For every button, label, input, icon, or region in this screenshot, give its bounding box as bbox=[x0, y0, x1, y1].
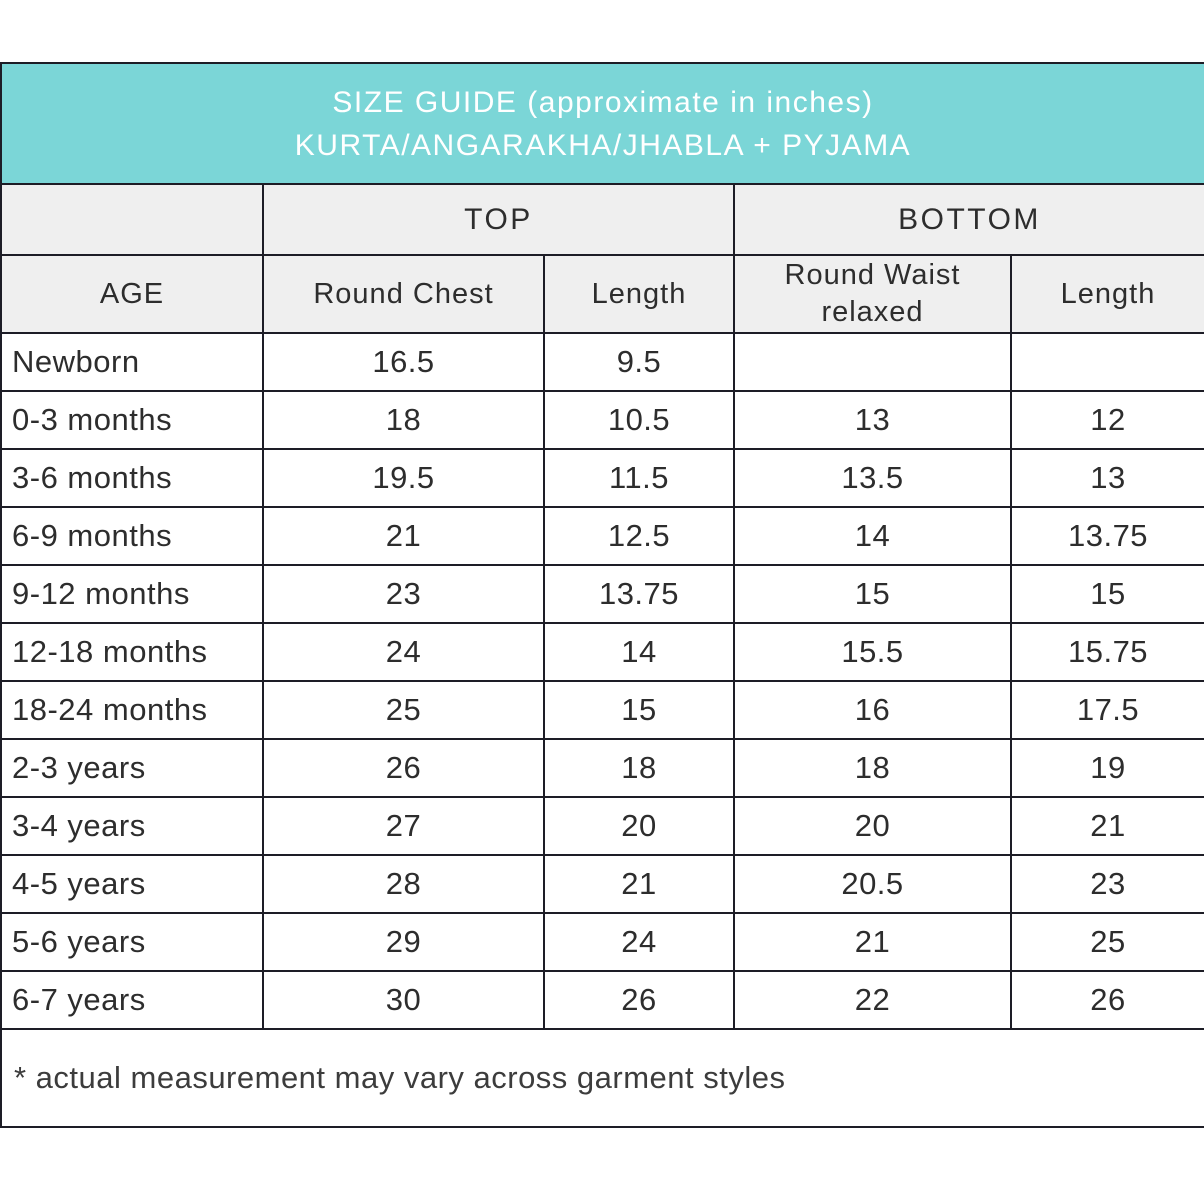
cell-age: 3-4 years bbox=[0, 796, 264, 856]
cell-age: 6-7 years bbox=[0, 970, 264, 1030]
cell-age: Newborn bbox=[0, 332, 264, 392]
cell-waist: 15 bbox=[733, 564, 1012, 624]
cell-top-length: 21 bbox=[543, 854, 735, 914]
cell-top-length: 12.5 bbox=[543, 506, 735, 566]
cell-age: 2-3 years bbox=[0, 738, 264, 798]
cell-age: 5-6 years bbox=[0, 912, 264, 972]
cell-bottom-length: 19 bbox=[1009, 738, 1204, 798]
cell-chest: 21 bbox=[262, 506, 545, 566]
table-row: 2-3 years 26 18 18 19 bbox=[0, 738, 1204, 798]
cell-bottom-length: 12 bbox=[1009, 390, 1204, 450]
cell-age: 3-6 months bbox=[0, 448, 264, 508]
cell-top-length: 13.75 bbox=[543, 564, 735, 624]
cell-waist: 18 bbox=[733, 738, 1012, 798]
column-header-round-chest: Round Chest bbox=[262, 254, 545, 334]
table-row: 5-6 years 29 24 21 25 bbox=[0, 912, 1204, 972]
cell-chest: 30 bbox=[262, 970, 545, 1030]
group-header-top: TOP bbox=[262, 183, 735, 256]
cell-chest: 25 bbox=[262, 680, 545, 740]
cell-top-length: 9.5 bbox=[543, 332, 735, 392]
cell-waist: 13.5 bbox=[733, 448, 1012, 508]
size-guide-title-banner: SIZE GUIDE (approximate in inches) KURTA… bbox=[0, 62, 1204, 185]
column-header-row: AGE Round Chest Length Round Waist relax… bbox=[0, 254, 1204, 334]
cell-bottom-length: 17.5 bbox=[1009, 680, 1204, 740]
cell-bottom-length: 25 bbox=[1009, 912, 1204, 972]
column-header-age: AGE bbox=[0, 254, 264, 334]
cell-top-length: 20 bbox=[543, 796, 735, 856]
cell-bottom-length bbox=[1009, 332, 1204, 392]
title-row: SIZE GUIDE (approximate in inches) KURTA… bbox=[0, 62, 1204, 185]
cell-waist: 13 bbox=[733, 390, 1012, 450]
cell-age: 12-18 months bbox=[0, 622, 264, 682]
table-row: 18-24 months 25 15 16 17.5 bbox=[0, 680, 1204, 740]
cell-age: 9-12 months bbox=[0, 564, 264, 624]
title-line-2: KURTA/ANGARAKHA/JHABLA + PYJAMA bbox=[294, 128, 912, 162]
table-row: 3-6 months 19.5 11.5 13.5 13 bbox=[0, 448, 1204, 508]
cell-top-length: 18 bbox=[543, 738, 735, 798]
table-row: 6-7 years 30 26 22 26 bbox=[0, 970, 1204, 1030]
table-body: Newborn 16.5 9.5 0-3 months 18 10.5 13 12 3-6 mo… bbox=[0, 332, 1204, 1030]
cell-top-length: 15 bbox=[543, 680, 735, 740]
cell-bottom-length: 15 bbox=[1009, 564, 1204, 624]
cell-waist: 15.5 bbox=[733, 622, 1012, 682]
cell-chest: 24 bbox=[262, 622, 545, 682]
title-line-1: SIZE GUIDE (approximate in inches) bbox=[332, 85, 874, 119]
cell-age: 6-9 months bbox=[0, 506, 264, 566]
cell-bottom-length: 23 bbox=[1009, 854, 1204, 914]
cell-age: 18-24 months bbox=[0, 680, 264, 740]
table-row: 12-18 months 24 14 15.5 15.75 bbox=[0, 622, 1204, 682]
cell-waist: 22 bbox=[733, 970, 1012, 1030]
cell-age: 4-5 years bbox=[0, 854, 264, 914]
cell-top-length: 24 bbox=[543, 912, 735, 972]
cell-chest: 19.5 bbox=[262, 448, 545, 508]
cell-chest: 18 bbox=[262, 390, 545, 450]
cell-waist bbox=[733, 332, 1012, 392]
cell-bottom-length: 21 bbox=[1009, 796, 1204, 856]
table-row: 9-12 months 23 13.75 15 15 bbox=[0, 564, 1204, 624]
cell-chest: 26 bbox=[262, 738, 545, 798]
table-row: 4-5 years 28 21 20.5 23 bbox=[0, 854, 1204, 914]
group-header-row: TOP BOTTOM bbox=[0, 183, 1204, 256]
table-row: 3-4 years 27 20 20 21 bbox=[0, 796, 1204, 856]
cell-top-length: 11.5 bbox=[543, 448, 735, 508]
cell-chest: 29 bbox=[262, 912, 545, 972]
footnote-text: * actual measurement may vary across gar… bbox=[0, 1028, 1204, 1128]
cell-top-length: 14 bbox=[543, 622, 735, 682]
group-header-empty-cell bbox=[0, 183, 264, 256]
cell-waist: 20 bbox=[733, 796, 1012, 856]
size-guide-table: SIZE GUIDE (approximate in inches) KURTA… bbox=[0, 62, 1204, 1128]
cell-top-length: 10.5 bbox=[543, 390, 735, 450]
cell-bottom-length: 15.75 bbox=[1009, 622, 1204, 682]
cell-bottom-length: 26 bbox=[1009, 970, 1204, 1030]
cell-waist: 21 bbox=[733, 912, 1012, 972]
footnote-row: * actual measurement may vary across gar… bbox=[0, 1028, 1204, 1128]
cell-chest: 27 bbox=[262, 796, 545, 856]
group-header-bottom: BOTTOM bbox=[732, 183, 1204, 256]
cell-age: 0-3 months bbox=[0, 390, 264, 450]
cell-waist: 20.5 bbox=[733, 854, 1012, 914]
cell-chest: 16.5 bbox=[262, 332, 545, 392]
column-header-top-length: Length bbox=[543, 254, 735, 334]
cell-bottom-length: 13 bbox=[1009, 448, 1204, 508]
cell-bottom-length: 13.75 bbox=[1009, 506, 1204, 566]
cell-chest: 28 bbox=[262, 854, 545, 914]
column-header-bottom-length: Length bbox=[1009, 254, 1204, 334]
cell-waist: 16 bbox=[733, 680, 1012, 740]
cell-waist: 14 bbox=[733, 506, 1012, 566]
cell-chest: 23 bbox=[262, 564, 545, 624]
column-header-round-waist-relaxed: Round Waist relaxed bbox=[733, 254, 1012, 334]
table-row: 6-9 months 21 12.5 14 13.75 bbox=[0, 506, 1204, 566]
table-row: Newborn 16.5 9.5 bbox=[0, 332, 1204, 392]
cell-top-length: 26 bbox=[543, 970, 735, 1030]
table-row: 0-3 months 18 10.5 13 12 bbox=[0, 390, 1204, 450]
